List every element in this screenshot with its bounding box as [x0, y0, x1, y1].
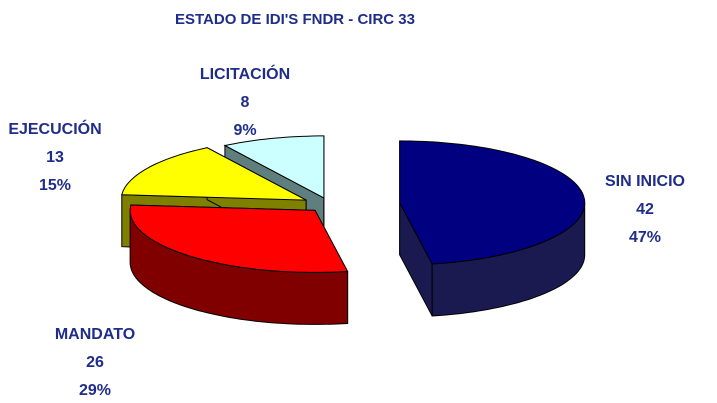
labels: SIN INICIO 42 47% MANDATO 26 29% EJECUCIÓN 13 15… — [8, 64, 685, 399]
percent-label: 9% — [233, 122, 256, 139]
percent-label: 29% — [79, 382, 111, 399]
category-label: LICITACIÓN — [200, 64, 290, 83]
slice-top — [121, 147, 307, 201]
slice — [399, 140, 586, 317]
chart-title: ESTADO DE IDI'S FNDR - CIRC 33 — [175, 11, 415, 28]
slice-top — [399, 140, 586, 265]
percent-label: 15% — [39, 177, 71, 194]
value-label: 42 — [636, 201, 654, 218]
value-label: 8 — [241, 94, 250, 111]
percent-label: 47% — [629, 229, 661, 246]
category-label: EJECUCIÓN — [8, 119, 101, 138]
value-label: 26 — [86, 354, 104, 371]
slice-top — [223, 135, 325, 199]
pie — [121, 135, 586, 325]
category-label: MANDATO — [55, 326, 135, 343]
slice-top — [129, 204, 349, 273]
value-label: 13 — [46, 149, 64, 166]
slice — [129, 204, 349, 325]
category-label: SIN INICIO — [605, 173, 685, 190]
